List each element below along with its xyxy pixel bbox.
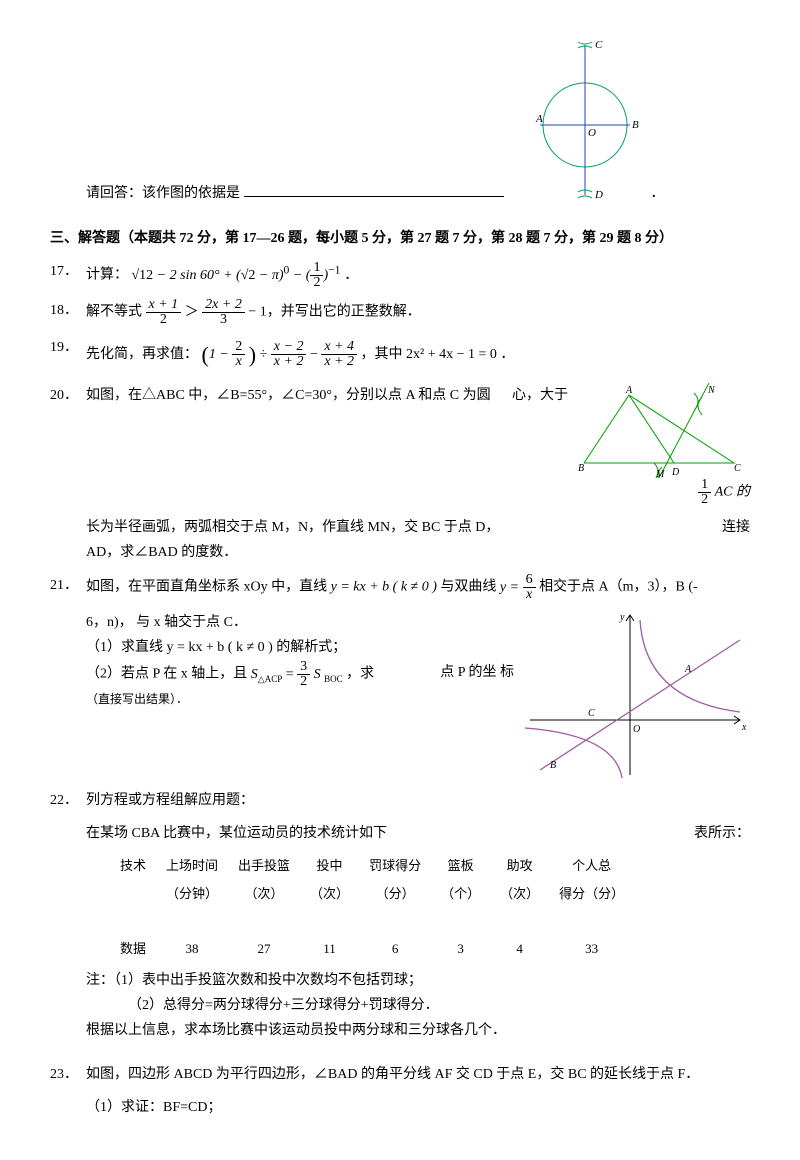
q17-num: 17． [50,259,86,284]
q21-sub2b: ，求 [346,667,374,682]
q19-cond: ，其中 2x² + 4x − 1 = 0 ． [361,347,515,362]
q18-tail: − 1，并写出它的正整数解． [248,305,420,320]
lbl-m: M [655,469,665,478]
lbl-a: A [625,385,633,396]
q23-num: 23． [50,1062,86,1087]
q20-line2b: 连接 [722,515,750,540]
q17-expr: √12 − 2 sin 60° + (√2 − π)0 − (12)−1 ． [132,268,359,283]
q22-note1: 注：（1）表中出手投篮次数和投中次数均不包括罚球； [86,968,750,993]
label-c: C [595,40,603,51]
q20-line3: AD，求∠BAD 的度数． [86,540,750,565]
line-ab [540,640,740,770]
q22-line1b: 表所示： [694,821,750,846]
lbl-x: x [741,722,747,733]
label-b: B [632,119,639,131]
triangle-abc [584,395,734,463]
q19-num: 19． [50,335,86,360]
q20-line2: 长为半径画弧，两弧相交于点 M，N，作直线 MN，交 BC 于点 D， [86,520,499,535]
hyperbola-q3 [525,728,622,778]
lbl-c: C [734,463,741,474]
lbl-b: B [578,463,584,474]
q20-line1c: AC 的 [715,484,750,499]
q21-sub2-expr: S△ACP = 32 S BOC [251,667,346,682]
q18-expr: x + 12 ＞ 2x + 23 [146,305,249,320]
lbl-o: O [633,724,640,735]
q21-num: 21． [50,573,86,598]
lbl-y: y [619,612,625,623]
lbl-n: N [707,385,716,396]
lbl-c: C [588,708,595,719]
q20-num: 20． [50,383,86,408]
q20-line1b: 心，大于 [512,383,568,408]
q22-final: 根据以上信息，求本场比赛中该运动员投中两分球和三分球各几个． [86,1018,750,1043]
answer-blank[interactable] [244,182,504,197]
q23-line1: 如图，四边形 ABCD 为平行四边形，∠BAD 的角平分线 AF 交 CD 于点… [86,1062,750,1087]
arc-n2 [698,397,702,415]
q21-l1a: 如图，在平面直角坐标系 xOy 中，直线 [86,580,331,595]
arc-n [694,393,698,411]
q21-sub2a: （2）若点 P 在 x 轴上，且 [86,667,251,682]
q18-num: 18． [50,298,86,323]
q18-label: 解不等式 [86,305,142,320]
q17-label: 计算： [86,268,128,283]
table-row [110,907,634,934]
q20-line1a: 如图，在△ABC 中，∠B=55°，∠C=30°，分别以点 A 和点 C 为圆 [86,388,491,403]
label-o: O [588,127,596,139]
q22-note2: （2）总得分=两分球得分+三分球得分+罚球得分． [86,993,750,1018]
q19-expr: (1 − 2x ) ÷ x − 2x + 2 − x + 4x + 2 [202,347,361,362]
section-3-heading: 三、解答题（本题共 72 分，第 17—26 题，每小题 5 分，第 27 题 … [50,226,750,251]
q19-label: 先化简，再求值： [86,347,198,362]
lbl-a: A [684,664,692,675]
prompt-text: 请回答：该作图的依据是 [86,186,240,201]
q22-table: 技术上场时间出手投篮投中罚球得分篮板助攻个人总 （分钟）（次）（次）（分）（个）… [110,852,634,962]
prompt-period: ． [651,186,665,201]
q23-sub1: （1）求证：BF=CD； [86,1095,750,1120]
q22-num: 22． [50,788,86,813]
q21-hyp: y = 6x [500,580,536,595]
table-row: 数据38271163433 [110,935,634,962]
line-ad [629,395,674,463]
fig-circle-top: A B C D O [510,40,660,200]
q22-line1: 在某场 CBA 比赛中，某位运动员的技术统计如下 [86,826,387,841]
table-row: 技术上场时间出手投篮投中罚球得分篮板助攻个人总 [110,852,634,879]
label-a: A [535,113,543,125]
fig-q20: A B C D N M [574,383,744,478]
q22-head: 列方程或方程组解应用题： [86,788,750,813]
table-row: （分钟）（次）（次）（分）（个）（次）得分（分） [110,880,634,907]
lbl-b: B [550,760,556,771]
q21-sub2c: 点 P 的坐 标 [440,660,514,685]
fig-q21: A B C O x y [520,610,750,780]
q21-eq1: y = kx + b ( k ≠ 0 ) [331,580,437,595]
q21-l1b: 与双曲线 [440,580,500,595]
q21-l1c: 相交于点 A（m，3），B (- [539,580,698,595]
lbl-d: D [671,467,680,478]
arc-c2 [578,42,592,44]
